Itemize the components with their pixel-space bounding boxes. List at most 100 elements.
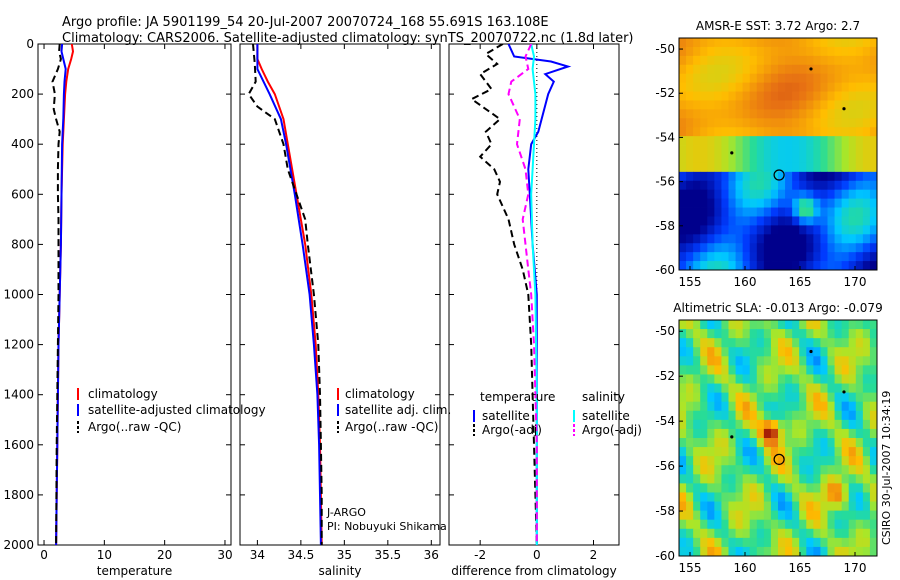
salinity-xtick-label: 34.5 <box>288 548 315 562</box>
sst_map-cell <box>721 145 729 155</box>
sla_map-cell <box>778 537 786 548</box>
sst_map-cell <box>820 145 828 155</box>
sst_map-cell <box>778 216 786 226</box>
sst_map-cell <box>742 162 751 173</box>
sla_map-cell <box>827 401 835 412</box>
sla_map-cell <box>799 419 807 430</box>
sst_map-cell <box>834 252 843 262</box>
sst_map-cell <box>799 180 807 191</box>
sst_map-cell <box>707 136 715 146</box>
sla_map-cell <box>700 438 708 448</box>
sst_map-cell <box>813 252 821 262</box>
sst_map-cell <box>756 243 765 253</box>
sla_map-cell <box>862 456 871 466</box>
sst_map-cell <box>735 261 744 271</box>
sla_map-cell <box>799 392 807 403</box>
sst_map-cell <box>785 46 793 57</box>
sst_map-cell <box>749 225 758 235</box>
sst_map-cell <box>778 55 786 66</box>
sla_map-cell <box>749 365 758 375</box>
sst_map-cell <box>756 82 765 92</box>
sla_map-cell <box>841 456 850 466</box>
sla_map-cell <box>806 447 814 457</box>
sst_map-cell <box>714 252 722 262</box>
sla_map-cell <box>693 383 701 394</box>
temperature-xlabel: temperature <box>97 564 172 578</box>
sla_map-cell <box>820 401 828 412</box>
sla_map-cell <box>728 474 736 484</box>
sst_map-cell <box>799 127 807 137</box>
sst_map-cell <box>827 198 835 208</box>
sst_map-cell <box>869 234 878 244</box>
sst_map-cell <box>679 234 687 244</box>
sst_map-cell <box>792 216 800 226</box>
sla_map-cell <box>714 483 722 493</box>
sst_map-cell <box>714 64 722 75</box>
sla_map-cell <box>749 356 758 366</box>
sst_map-cell <box>700 118 708 128</box>
sst_map-cell <box>728 252 736 262</box>
sst_map-cell <box>841 216 850 226</box>
sst_map-cell <box>799 82 807 92</box>
sla_map-cell <box>848 320 857 330</box>
sla_map-cell <box>763 447 772 457</box>
sla_map-cell <box>848 365 857 375</box>
sst_map-cell <box>756 162 765 173</box>
sst_map-cell <box>848 64 857 75</box>
sla_map-cell <box>728 438 736 448</box>
sst_map-cell <box>707 91 715 101</box>
sla_map-cell <box>735 501 744 512</box>
sla_map-cell <box>707 546 715 557</box>
sst_map-cell <box>721 154 729 164</box>
sst_map-cell <box>679 243 687 253</box>
sla_map-cell <box>749 374 758 384</box>
sla_map-cell <box>792 383 800 394</box>
temperature-ytick-label: 600 <box>11 187 34 201</box>
sst_map-cell <box>679 109 687 119</box>
sla_map-cell <box>799 410 807 421</box>
sst_map-cell <box>742 64 751 75</box>
sla_map-cell <box>714 474 722 484</box>
sst_map-cell <box>834 38 843 48</box>
sst_map-cell <box>770 46 779 57</box>
sla_map-cell <box>813 528 821 539</box>
sla_map-cell <box>792 392 800 403</box>
sla_map-cell <box>834 528 843 539</box>
sla_map-cell <box>714 356 722 366</box>
temperature-legend-label: satellite-adjusted climatology <box>88 403 266 417</box>
sst_map-cell <box>742 171 751 182</box>
sst_map-cell <box>792 180 800 191</box>
sst_map-cell <box>714 225 722 235</box>
sst_map-cell <box>714 100 722 110</box>
sst_map-cell <box>834 136 843 146</box>
sst_map-cell <box>827 118 835 128</box>
sst_map-cell <box>806 100 814 110</box>
sla_map-cell <box>714 492 722 502</box>
sla_map-cell <box>862 365 871 375</box>
sla_map-cell <box>862 519 871 530</box>
sla_map-cell <box>770 537 779 548</box>
sst_map-cell <box>841 234 850 244</box>
sla_map-cell <box>820 438 828 448</box>
sst_map-cell <box>820 198 828 208</box>
sst_map-cell <box>721 261 729 271</box>
sla_map-ytick-label: -56 <box>655 459 675 473</box>
sla_map-cell <box>834 501 843 512</box>
sla_map-cell <box>778 392 786 403</box>
sla_map-cell <box>735 383 744 394</box>
sla_map-cell <box>855 456 864 466</box>
sla_map-cell <box>827 383 835 394</box>
sst_map-cell <box>749 73 758 84</box>
sla_map-cell <box>742 483 751 493</box>
sst_map-cell <box>686 55 694 66</box>
sst_map-cell <box>735 171 744 182</box>
sla_map-cell <box>735 447 744 457</box>
sla_map-cell <box>707 392 715 403</box>
sst_map-cell <box>679 73 687 84</box>
sst_map-cell <box>848 73 857 84</box>
sla_map-cell <box>855 401 864 412</box>
sla_map-cell <box>813 456 821 466</box>
sst_map-cell <box>707 100 715 110</box>
sst_map-cell <box>862 145 871 155</box>
sla_map-cell <box>820 528 828 539</box>
